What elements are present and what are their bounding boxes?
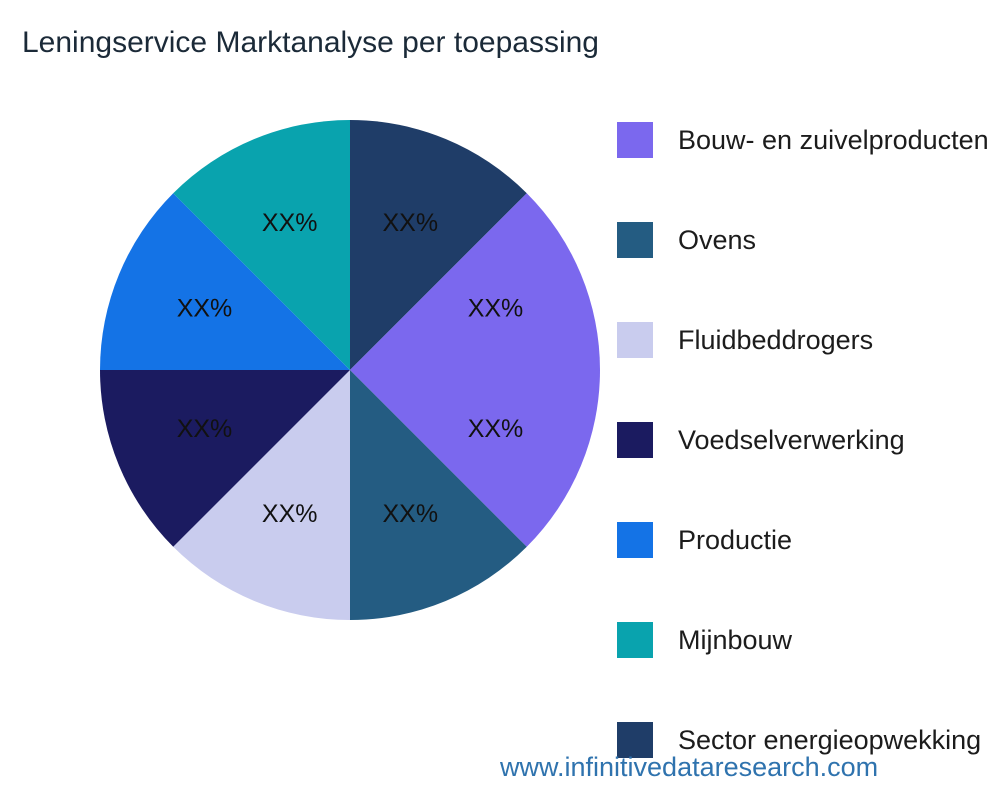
pie-slice-label: XX% [177,294,233,322]
legend-item-3: Voedselverwerking [617,422,989,458]
legend-label: Sector energieopwekking [678,724,982,755]
pie-slice-6 [100,193,350,370]
legend-swatch [617,322,653,358]
legend-item-4: Productie [617,522,989,558]
pie-slice-label: XX% [468,415,524,443]
pie-slice-3 [350,370,527,620]
legend-label: Fluidbeddrogers [678,324,874,355]
legend-item-2: Fluidbeddrogers [617,322,989,358]
legend-label: Ovens [678,224,757,255]
legend-item-6: Sector energieopwekking [617,722,989,758]
pie-slice-1 [350,193,600,370]
pie-slice-4 [173,370,350,620]
legend: Bouw- en zuivelproducten Ovens Fluidbeddro… [617,122,989,758]
legend-label: Voedselverwerking [678,424,905,455]
pie-slice-label: XX% [383,500,439,528]
legend-swatch [617,622,653,658]
legend-label: Productie [678,524,793,555]
pie-slice-label: XX% [383,209,439,237]
footer-url[interactable]: www.infinitivedataresearch.com [500,752,879,782]
legend-swatch [617,222,653,258]
pie-slice-label: XX% [177,415,233,443]
legend-label: Bouw- en zuivelproducten [678,124,989,155]
pie-slice-0 [350,120,527,370]
legend-label: Mijnbouw [678,624,793,655]
legend-item-0: Bouw- en zuivelproducten [617,122,989,158]
pie-slice-7 [173,119,350,370]
legend-swatch [617,422,653,458]
pie-slice-2 [350,370,600,547]
pie-slice-5 [100,370,350,547]
pie-slice-label: XX% [262,500,318,528]
legend-item-5: Mijnbouw [617,622,989,658]
page-title: Leningservice Marktanalyse per toepassin… [22,26,599,59]
legend-swatch [617,722,653,758]
pie-slice-label: XX% [468,294,524,322]
legend-swatch [617,522,653,558]
pie-slice-label: XX% [262,209,318,237]
legend-swatch [617,122,653,158]
legend-item-1: Ovens [617,222,989,258]
